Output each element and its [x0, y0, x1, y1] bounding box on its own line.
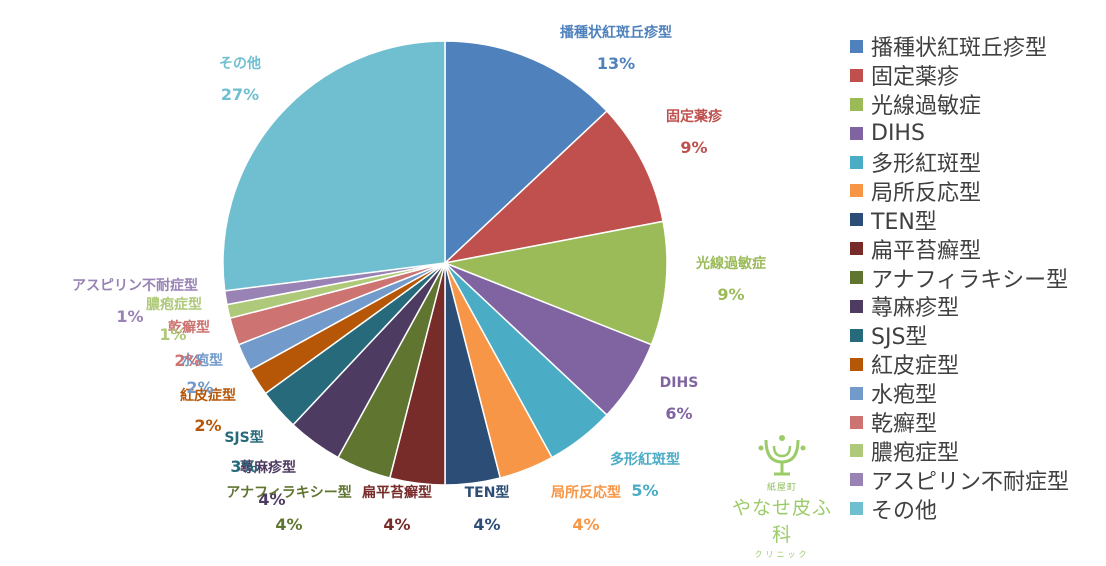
legend-label: 局所反応型 — [871, 180, 982, 206]
legend-label: 水疱型 — [871, 383, 938, 409]
clinic-logo-icon — [758, 435, 806, 476]
slice-percent-label: 13% — [597, 54, 635, 73]
slice-label: 紅皮症型 — [180, 387, 236, 404]
slice-label: 扁平苔癬型 — [362, 484, 432, 501]
legend-item: 固定薬疹 — [850, 61, 1069, 90]
legend-swatch — [850, 68, 863, 82]
slice-label: 播種状紅斑丘疹型 — [560, 24, 672, 41]
logo-area-name: 紙屋町 — [766, 483, 797, 493]
legend-label: アスピリン不耐症型 — [871, 469, 1070, 495]
legend-item: SJS型 — [850, 321, 1069, 350]
legend-item: 扁平苔癬型 — [850, 234, 1069, 264]
chart-legend: 播種状紅斑丘疹型 固定薬疹光線過敏症 DIHS 多形紅斑型 局所反応型 TEN型扁平苔癬型… — [850, 32, 1070, 524]
legend-item: 多形紅斑型 — [850, 148, 1069, 177]
slice-label: TEN型 — [465, 484, 510, 501]
slice-label: 水疱型 — [181, 352, 223, 369]
legend-item: DIHS — [850, 119, 1069, 148]
legend-swatch — [850, 97, 863, 111]
legend-label: アナフィラキシー型 — [871, 267, 1069, 293]
legend-swatch — [850, 242, 863, 256]
legend-item: 水疱型 — [850, 379, 1069, 408]
legend-label: 蕁麻疹型 — [871, 296, 960, 322]
slice-label: SJS型 — [224, 429, 263, 446]
slice-percent-label: 1% — [159, 325, 186, 344]
slice-label: 固定薬疹 — [666, 108, 723, 125]
logo-clinic-kana: クリニック — [754, 550, 810, 559]
slice-percent-label: 4% — [473, 515, 500, 534]
slice-label: アスピリン不耐症型 — [72, 277, 198, 294]
slice-percent-label: 9% — [717, 285, 744, 304]
pie-slice — [442, 109, 664, 265]
legend-item: 蕁麻疹型 — [850, 292, 1069, 321]
legend-item: その他 — [850, 494, 1069, 524]
legend-swatch — [850, 328, 863, 342]
legend-swatch — [850, 502, 863, 516]
legend-swatch — [850, 473, 863, 487]
slice-percent-label: 3% — [230, 457, 257, 476]
legend-label: TEN型 — [871, 209, 937, 235]
legend-item: 播種状紅斑丘疹型 — [850, 32, 1069, 61]
slice-percent-label: 4% — [258, 490, 285, 509]
pie-slice — [442, 220, 668, 346]
legend-swatch — [850, 271, 863, 285]
legend-label: 光線過敏症 — [871, 94, 982, 120]
legend-item: アナフィラキシー型 — [850, 263, 1069, 293]
slice-percent-label: 4% — [275, 515, 302, 534]
legend-label: 播種状紅斑丘疹型 — [871, 36, 1048, 62]
slice-percent-label: 2% — [186, 378, 213, 397]
legend-label: DIHS — [871, 120, 925, 146]
legend-item: 光線過敏症 — [850, 90, 1069, 119]
pie-slice — [222, 40, 446, 292]
legend-item: TEN型 — [850, 205, 1069, 235]
slice-percent-label: 2% — [194, 416, 221, 435]
slice-label: 多形紅斑型 — [610, 451, 680, 468]
slice-label: アナフィラキシー型 — [226, 484, 351, 501]
legend-item: 紅皮症型 — [850, 350, 1069, 379]
legend-swatch — [850, 357, 863, 371]
pie-slice — [444, 40, 608, 265]
slice-percent-label: 4% — [383, 515, 410, 534]
logo-clinic-name: やなせ皮ふ科 — [731, 497, 832, 546]
legend-swatch — [850, 386, 863, 400]
legend-item: 膿疱症型 — [850, 436, 1069, 466]
slice-percent-label: 2% — [174, 351, 201, 370]
legend-swatch — [850, 39, 863, 53]
legend-label: SJS型 — [871, 325, 928, 351]
legend-swatch — [850, 126, 863, 140]
legend-item: 乾癬型 — [850, 408, 1069, 437]
slice-percent-label: 9% — [680, 138, 707, 157]
slice-label: 局所反応型 — [551, 484, 621, 501]
legend-label: その他 — [871, 498, 938, 524]
legend-swatch — [850, 184, 863, 198]
slice-label: 光線過敏症 — [695, 255, 766, 272]
slice-percent-label: 1% — [116, 307, 143, 326]
legend-label: 扁平苔癬型 — [871, 238, 982, 264]
slice-label: DIHS — [660, 375, 699, 391]
slice-percent-label: 27% — [221, 85, 259, 104]
slice-label: 蕁麻疹型 — [240, 459, 296, 476]
legend-label: 固定薬疹 — [871, 65, 960, 91]
legend-swatch — [850, 299, 863, 313]
slice-label: 膿疱症型 — [146, 296, 202, 313]
legend-swatch — [850, 213, 863, 227]
legend-label: 乾癬型 — [871, 412, 938, 438]
slice-percent-label: 5% — [631, 481, 658, 500]
legend-label: 多形紅斑型 — [871, 152, 982, 178]
legend-swatch — [850, 415, 863, 429]
legend-label: 紅皮症型 — [871, 354, 960, 380]
legend-swatch — [850, 444, 863, 458]
legend-label: 膿疱症型 — [871, 440, 960, 466]
legend-item: 局所反応型 — [850, 176, 1069, 206]
slice-percent-label: 4% — [572, 515, 599, 534]
slice-label: 乾癬型 — [168, 319, 210, 336]
clinic-logo: 紙屋町 やなせ皮ふ科 クリニック — [726, 432, 838, 559]
legend-swatch — [850, 155, 863, 169]
legend-item: アスピリン不耐症型 — [850, 465, 1070, 495]
slice-label: その他 — [219, 55, 261, 72]
slice-percent-label: 6% — [665, 404, 692, 423]
